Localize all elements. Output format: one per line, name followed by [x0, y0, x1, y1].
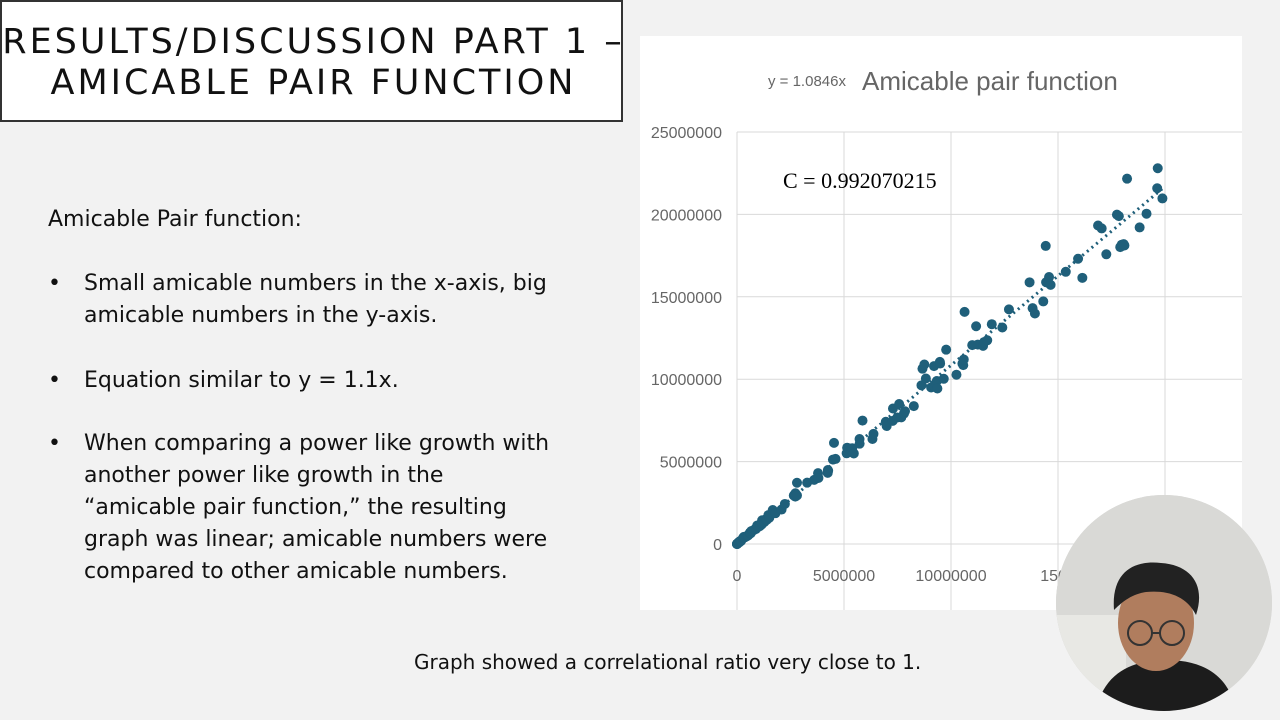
data-point: [997, 322, 1008, 333]
data-point: [1113, 211, 1124, 222]
slide-title-line-2: AMICABLE PAIR FUNCTION: [50, 63, 577, 103]
y-tick-label: 10000000: [651, 372, 722, 389]
y-tick-label: 20000000: [651, 207, 722, 224]
data-point: [829, 437, 839, 448]
webcam-overlay: [1056, 495, 1272, 711]
data-point: [854, 438, 865, 449]
data-point: [932, 383, 943, 394]
bullet-text: Equation similar to y = 1.1x.: [84, 368, 399, 393]
chart-svg: y = 1.0846x Amicable pair function 0 5000…: [651, 66, 1242, 610]
y-tick-label: 5000000: [660, 455, 722, 472]
data-point: [1101, 249, 1112, 260]
x-tick-label: 5000000: [813, 568, 875, 585]
data-points: [732, 163, 1168, 549]
scatter-chart: y = 1.0846x Amicable pair function 0 5000…: [640, 36, 1242, 610]
y-tick-label: 15000000: [651, 290, 722, 307]
data-point: [1141, 208, 1152, 219]
data-point: [951, 369, 962, 380]
data-point: [1040, 240, 1051, 251]
data-point: [848, 448, 859, 459]
y-tick-label: 0: [713, 537, 722, 554]
data-point: [813, 472, 824, 483]
bullet-text: When comparing a power like growth with …: [84, 431, 550, 584]
data-point: [1152, 183, 1163, 194]
data-point: [1060, 266, 1071, 277]
section-heading: Amicable Pair function:: [48, 207, 302, 232]
chart-title: Amicable pair function: [862, 66, 1118, 96]
x-tick-label: 10000000: [915, 568, 986, 585]
data-point: [791, 490, 802, 501]
data-point: [935, 358, 946, 369]
data-point: [1038, 296, 1049, 307]
data-point: [920, 373, 931, 384]
bullet-symbol: •: [48, 431, 61, 456]
bullet-text: Small amicable numbers in the x-axis, bi…: [84, 271, 547, 328]
x-tick-label: 0: [733, 568, 742, 585]
footer-caption: Graph showed a correlational ratio very …: [414, 650, 922, 674]
data-point: [1073, 253, 1084, 264]
data-point: [986, 319, 997, 330]
data-point: [1077, 272, 1088, 283]
data-point: [908, 401, 919, 412]
presenter-avatar: [1056, 495, 1272, 711]
data-point: [900, 406, 911, 417]
data-point: [1044, 272, 1055, 283]
data-point: [1029, 308, 1040, 319]
data-point: [823, 465, 834, 476]
title-box: RESULTS/DISCUSSION PART 1 – AMICABLE PAI…: [0, 0, 623, 122]
data-point: [779, 498, 790, 509]
data-point: [919, 359, 930, 370]
bullet-symbol: •: [48, 368, 61, 393]
data-point: [1157, 193, 1168, 204]
slide-title-line-1: RESULTS/DISCUSSION PART 1 –: [2, 22, 625, 62]
data-point: [868, 428, 879, 439]
correlation-annotation: C = 0.992070215: [783, 168, 937, 193]
data-point: [938, 373, 949, 384]
data-point: [894, 399, 905, 410]
data-point: [1045, 279, 1056, 290]
data-point: [959, 306, 970, 317]
data-point: [1024, 277, 1035, 288]
data-point: [830, 453, 841, 464]
data-point: [1096, 223, 1107, 234]
data-point: [791, 477, 802, 488]
trendline-equation: y = 1.0846x: [768, 73, 846, 90]
data-point: [1134, 222, 1145, 233]
data-point: [982, 335, 993, 346]
y-tick-label: 25000000: [651, 125, 722, 142]
data-point: [1122, 173, 1133, 184]
data-point: [958, 354, 969, 365]
x-axis-labels: 0 5000000 10000000 1500: [733, 568, 1076, 585]
data-point: [1003, 304, 1014, 315]
data-point: [1119, 240, 1130, 251]
data-point: [941, 344, 952, 355]
bullet-symbol: •: [48, 271, 61, 296]
data-point: [1152, 163, 1163, 174]
data-point: [857, 415, 868, 426]
y-axis-labels: 0 5000000 10000000 15000000 20000000 25000000: [651, 125, 722, 554]
data-point: [971, 321, 982, 332]
